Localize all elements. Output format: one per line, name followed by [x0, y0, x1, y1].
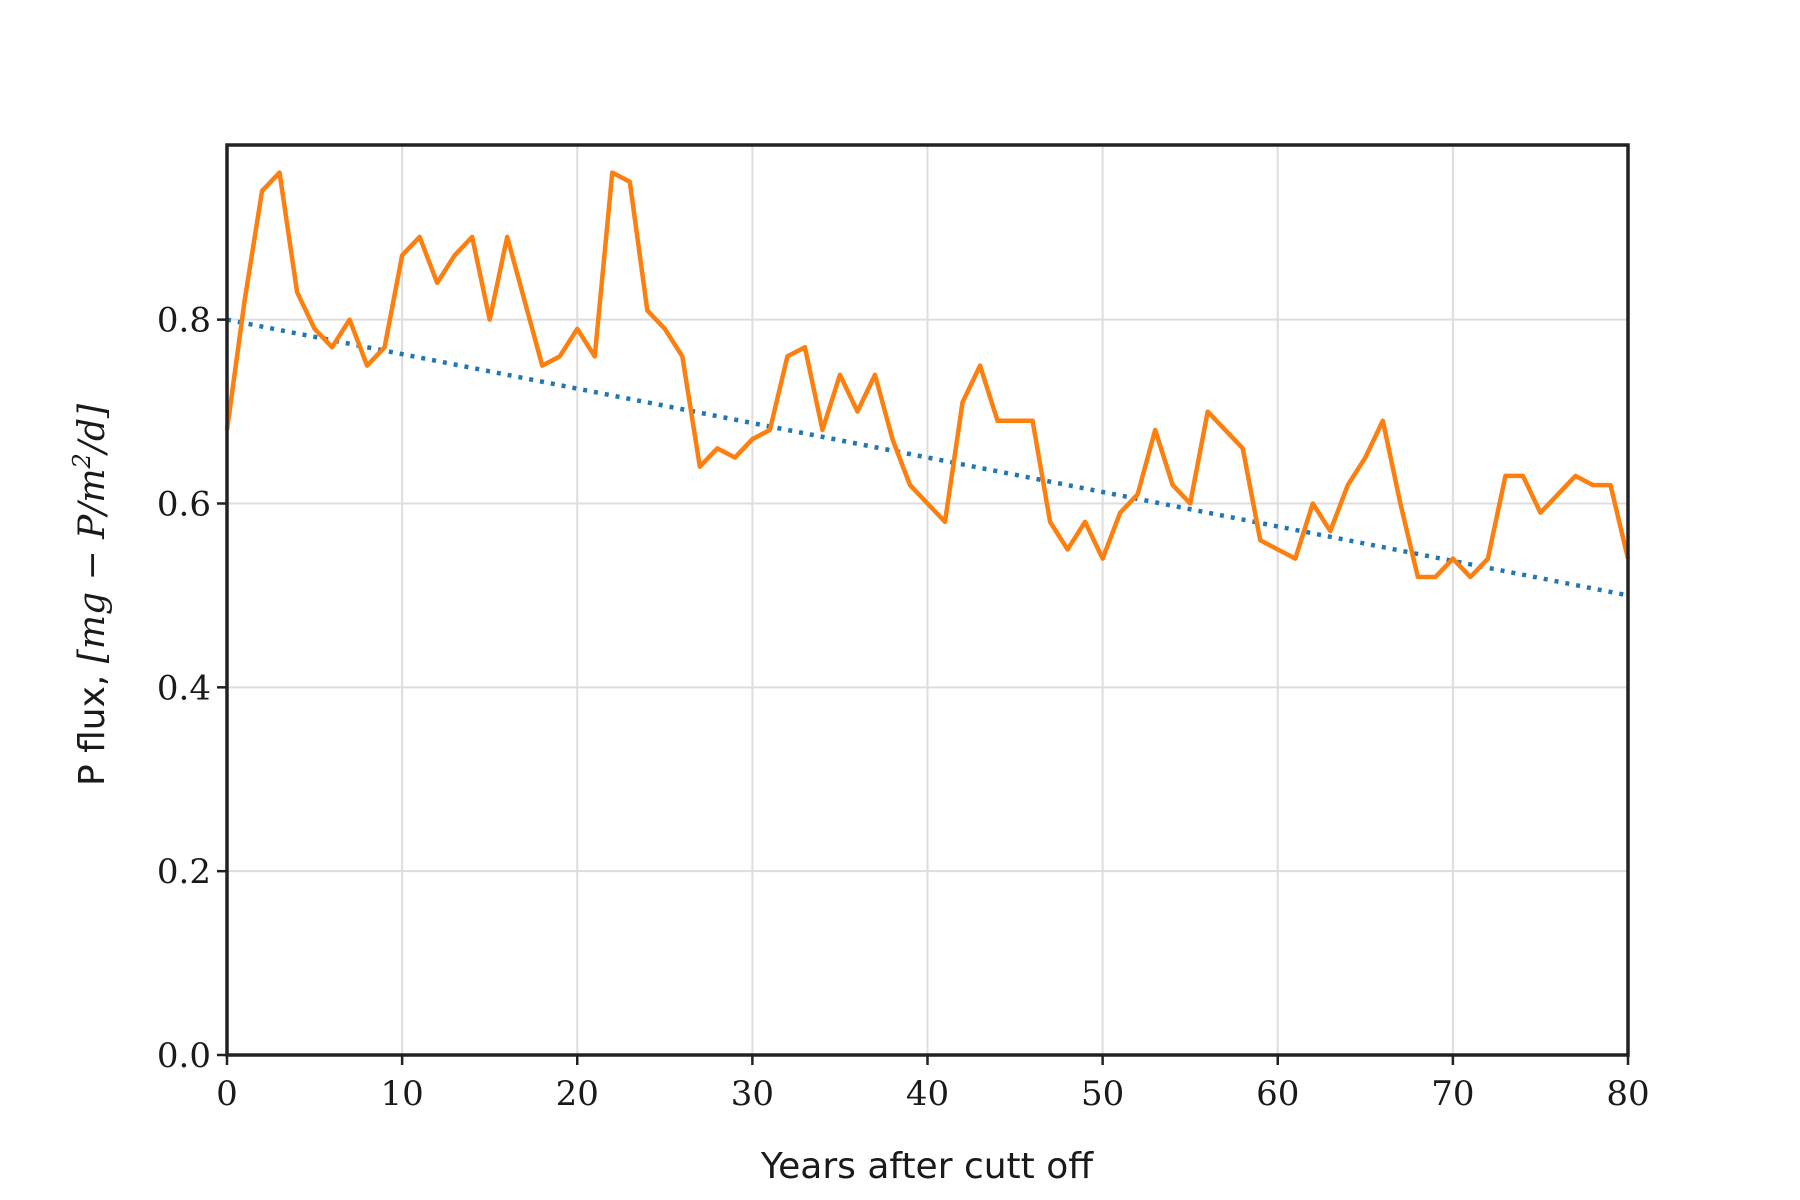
x-axis-title: Years after cutt off — [760, 1146, 1094, 1187]
y-axis-title-math-end: /d] — [72, 403, 113, 456]
x-tick-label: 10 — [380, 1074, 423, 1114]
y-axis-title-prefix: P flux, — [72, 663, 113, 786]
y-tick-label: 0.6 — [157, 484, 211, 524]
x-tick-label: 50 — [1081, 1074, 1124, 1114]
x-tick-label: 30 — [731, 1074, 774, 1114]
y-tick-label: 0.4 — [157, 668, 211, 708]
x-tick-label: 20 — [556, 1074, 599, 1114]
ticks: 0 10 20 30 40 50 60 70 80 0.0 0.2 0.4 0.6 0.8 — [157, 301, 1650, 1114]
y-axis-title-superscript: 2 — [68, 453, 96, 469]
x-tick-label: 80 — [1606, 1074, 1649, 1114]
y-tick-label: 0.0 — [157, 1036, 211, 1076]
x-tick-label: 0 — [216, 1074, 238, 1114]
trend-line — [226, 317, 1629, 598]
y-tick-label: 0.2 — [157, 852, 211, 892]
y-axis-title: P flux, [mg − P/m2/d] — [68, 403, 113, 786]
y-axis-title-math: [mg − P/m — [72, 468, 113, 663]
series-layer — [224, 170, 1631, 598]
y-tick-label: 0.8 — [157, 301, 211, 341]
x-tick-label: 40 — [906, 1074, 949, 1114]
x-tick-label: 60 — [1256, 1074, 1299, 1114]
x-tick-label: 70 — [1431, 1074, 1474, 1114]
data-line — [224, 170, 1631, 580]
